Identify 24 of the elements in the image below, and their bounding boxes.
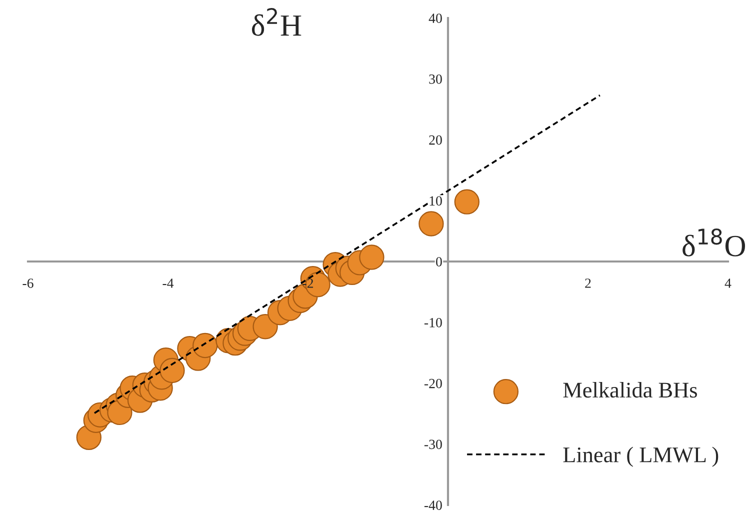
x-tick-label: 2 bbox=[585, 278, 591, 288]
y-tick-label: 40 bbox=[428, 14, 442, 23]
x-tick-label: -6 bbox=[22, 278, 34, 288]
point bbox=[454, 189, 480, 214]
x-tick-label: 4 bbox=[724, 278, 732, 288]
y-tick-label: -30 bbox=[424, 440, 442, 450]
point bbox=[418, 211, 444, 236]
y-tick-label: -10 bbox=[424, 318, 442, 328]
y-tick-label: -40 bbox=[424, 500, 442, 510]
x-tick-label: -2 bbox=[302, 278, 314, 288]
y-tick-label: -20 bbox=[424, 378, 442, 388]
y-axis-title: δ$^{2}$H bbox=[252, 8, 302, 36]
y-tick-label: 20 bbox=[429, 135, 442, 145]
x-tick-label: -4 bbox=[162, 278, 174, 288]
y-tick-label: 10 bbox=[430, 196, 442, 206]
x-axis-title: δ$^{18}$O bbox=[682, 228, 746, 256]
point bbox=[252, 314, 278, 340]
y-tick-label: 0 bbox=[436, 257, 442, 266]
legend-label: Melkalida BHs bbox=[563, 382, 697, 398]
point bbox=[359, 244, 384, 270]
point bbox=[160, 358, 185, 384]
y-tick-label: 30 bbox=[429, 74, 442, 84]
legend-label: Linear ( LMWL ) bbox=[563, 446, 718, 467]
point bbox=[192, 332, 218, 358]
